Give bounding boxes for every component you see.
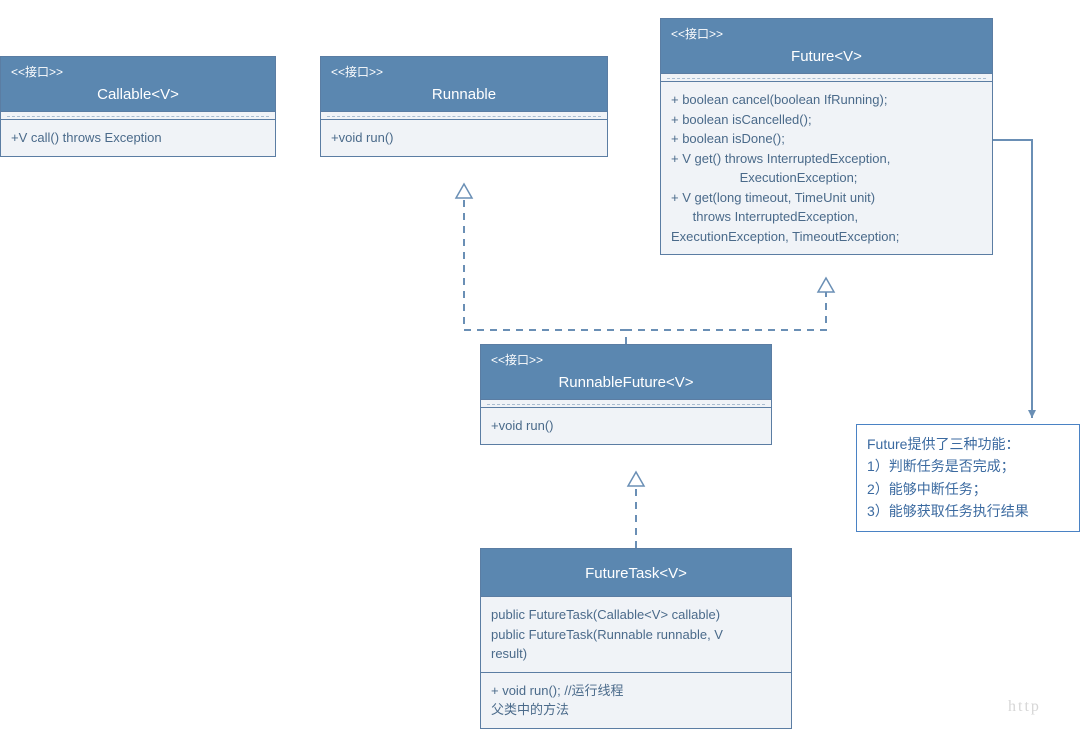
method: ExecutionException; xyxy=(671,168,982,188)
method: + boolean cancel(boolean IfRunning); xyxy=(671,90,982,110)
method: + V get(long timeout, TimeUnit unit) xyxy=(671,188,982,208)
method: +V call() throws Exception xyxy=(11,128,265,148)
edge-future-note xyxy=(993,140,1032,418)
note-line: 3）能够获取任务执行结果 xyxy=(867,500,1069,522)
stereotype: <<接口>> xyxy=(11,63,265,80)
uml-future-header: <<接口>> Future<V> xyxy=(661,19,992,73)
title: Future<V> xyxy=(671,44,982,67)
stereotype: <<接口>> xyxy=(331,63,597,80)
uml-futuretask-constructors: public FutureTask(Callable<V> callable) … xyxy=(481,596,791,672)
method: result) xyxy=(491,644,781,664)
uml-runnablefuture-attrs xyxy=(481,399,771,407)
uml-runnablefuture-methods: +void run() xyxy=(481,407,771,444)
note-line: 1）判断任务是否完成； xyxy=(867,455,1069,477)
method: throws InterruptedException, xyxy=(671,207,982,227)
uml-runnable: <<接口>> Runnable +void run() xyxy=(320,56,608,157)
uml-runnablefuture-header: <<接口>> RunnableFuture<V> xyxy=(481,345,771,399)
title: Runnable xyxy=(331,82,597,105)
method: +void run() xyxy=(331,128,597,148)
uml-callable-attrs xyxy=(1,111,275,119)
method: ExecutionException, TimeoutException; xyxy=(671,227,982,247)
method: + boolean isCancelled(); xyxy=(671,110,982,130)
uml-future: <<接口>> Future<V> + boolean cancel(boolea… xyxy=(660,18,993,255)
uml-callable-methods: +V call() throws Exception xyxy=(1,119,275,156)
uml-futuretask-methods: + void run(); //运行线程 父类中的方法 xyxy=(481,672,791,728)
uml-future-attrs xyxy=(661,73,992,81)
uml-runnablefuture: <<接口>> RunnableFuture<V> +void run() xyxy=(480,344,772,445)
uml-callable-header: <<接口>> Callable<V> xyxy=(1,57,275,111)
method: public FutureTask(Callable<V> callable) xyxy=(491,605,781,625)
uml-future-methods: + boolean cancel(boolean IfRunning); + b… xyxy=(661,81,992,254)
method: + V get() throws InterruptedException, xyxy=(671,149,982,169)
stereotype: <<接口>> xyxy=(491,351,761,368)
stereotype: <<接口>> xyxy=(671,25,982,42)
title: RunnableFuture<V> xyxy=(491,370,761,393)
uml-runnable-methods: +void run() xyxy=(321,119,607,156)
watermark-text: http xyxy=(1008,698,1041,716)
title: FutureTask<V> xyxy=(491,561,781,584)
method: public FutureTask(Runnable runnable, V xyxy=(491,625,781,645)
method: + void run(); //运行线程 xyxy=(491,681,781,701)
title: Callable<V> xyxy=(11,82,265,105)
method: 父类中的方法 xyxy=(491,700,781,720)
uml-futuretask: FutureTask<V> public FutureTask(Callable… xyxy=(480,548,792,729)
uml-runnable-attrs xyxy=(321,111,607,119)
method: + boolean isDone(); xyxy=(671,129,982,149)
uml-futuretask-header: FutureTask<V> xyxy=(481,549,791,596)
edge-runnablefuture-runnable xyxy=(464,198,626,344)
note-line: Future提供了三种功能： xyxy=(867,433,1069,455)
uml-callable: <<接口>> Callable<V> +V call() throws Exce… xyxy=(0,56,276,157)
uml-runnable-header: <<接口>> Runnable xyxy=(321,57,607,111)
method: +void run() xyxy=(491,416,761,436)
note-line: 2）能够中断任务； xyxy=(867,478,1069,500)
future-note: Future提供了三种功能： 1）判断任务是否完成； 2）能够中断任务； 3）能… xyxy=(856,424,1080,532)
edge-runnablefuture-future xyxy=(626,292,826,344)
